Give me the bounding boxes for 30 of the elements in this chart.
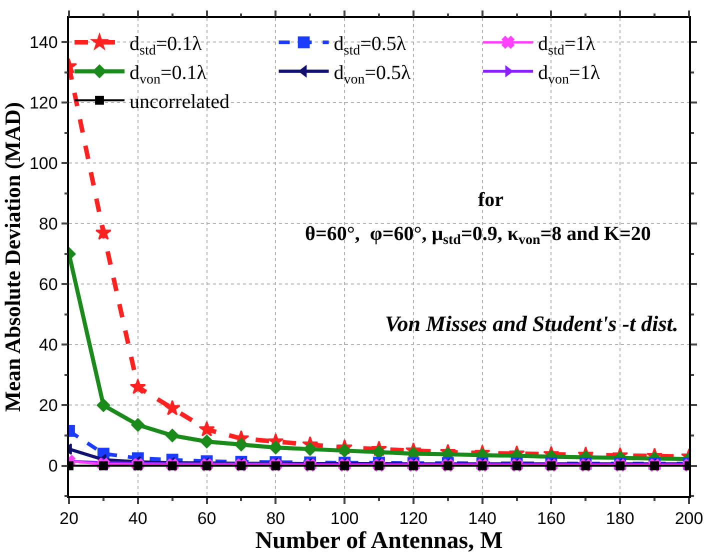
legend-label: d$_{von}$=0.1λ bbox=[130, 62, 207, 88]
y-tick-label: 60 bbox=[38, 275, 58, 294]
y-tick-label: 0 bbox=[48, 456, 58, 476]
x-tick-label: 20 bbox=[60, 509, 78, 528]
x-tick-label: 200 bbox=[674, 509, 704, 528]
y-tick-label: 100 bbox=[29, 154, 58, 174]
y-tick-label: 40 bbox=[38, 336, 58, 355]
legend-label: uncorrelated bbox=[130, 91, 230, 114]
x-tick-label: 40 bbox=[128, 509, 148, 528]
x-tick-label: 160 bbox=[537, 509, 566, 528]
x-axis-title: Number of Antennas, M bbox=[255, 528, 503, 554]
x-tick-label: 100 bbox=[330, 509, 359, 528]
legend-label: d$_{von}$=0.5λ bbox=[334, 62, 412, 88]
legend-label: d$_{std}$=0.1λ bbox=[130, 33, 202, 58]
legend-label: d$_{std}$=1λ bbox=[538, 33, 596, 58]
y-axis-title: Mean Absolute Deviation (MAD) bbox=[0, 102, 25, 412]
x-tick-label: 140 bbox=[468, 509, 497, 528]
y-tick-label: 120 bbox=[29, 94, 58, 113]
legend-label: d$_{std}$=0.5λ bbox=[334, 33, 406, 58]
y-tick-label: 20 bbox=[38, 396, 58, 416]
x-tick-label: 120 bbox=[399, 509, 428, 528]
y-tick-label: 140 bbox=[29, 33, 58, 52]
x-tick-label: 60 bbox=[197, 509, 216, 528]
annotation: θ=60°, φ=60°, μ$_{std}$=0.9, κ$_{von}$=8 and K=20 bbox=[305, 223, 651, 248]
x-tick-label: 180 bbox=[606, 509, 634, 528]
y-tick-label: 80 bbox=[38, 214, 58, 234]
x-tick-label: 80 bbox=[266, 509, 286, 528]
legend-label: d$_{von}$=1λ bbox=[538, 62, 600, 88]
annotation: Von Misses and Student's -t dist. bbox=[385, 311, 678, 336]
annotation: for bbox=[478, 189, 504, 211]
